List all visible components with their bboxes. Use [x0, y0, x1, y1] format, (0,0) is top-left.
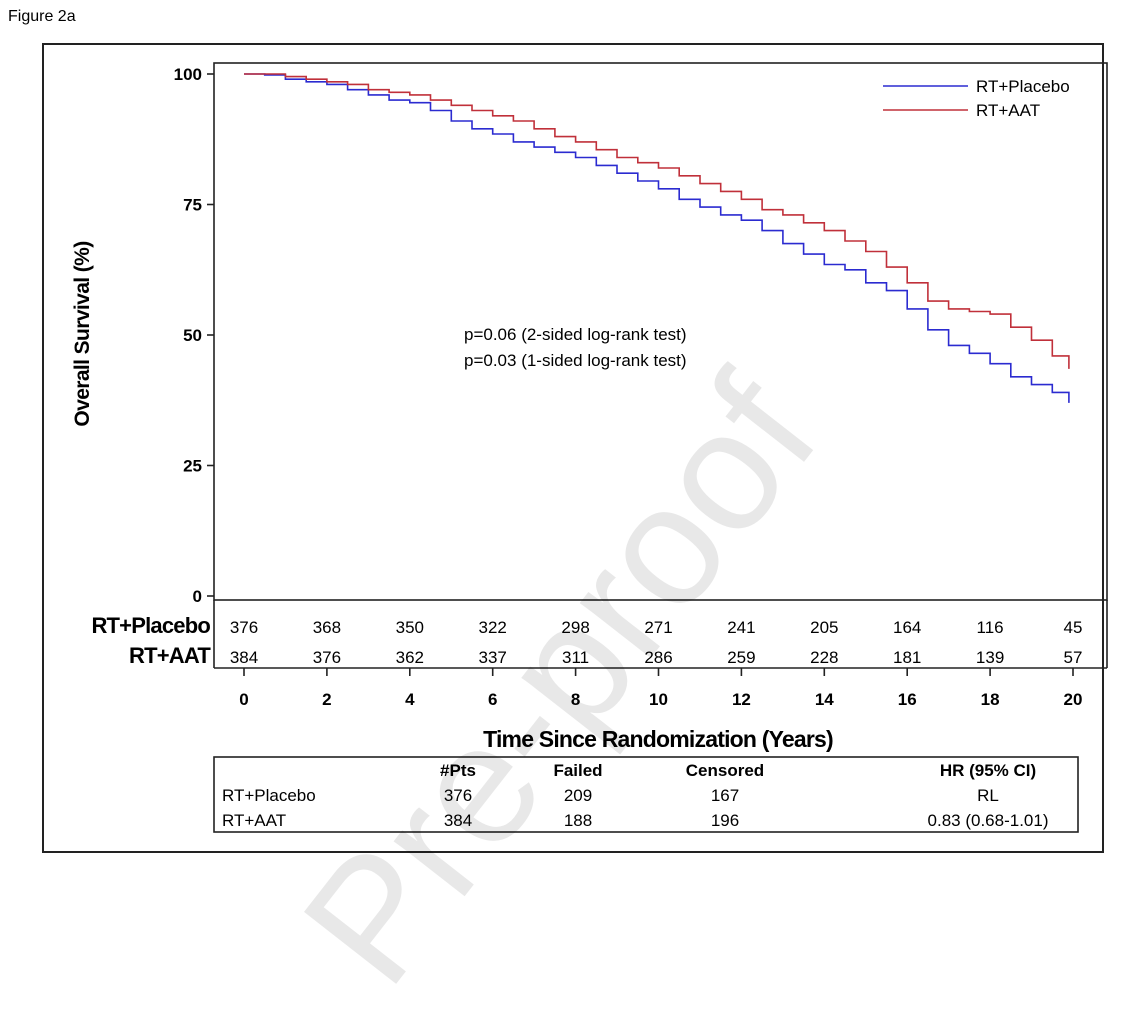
risk-count: 337	[479, 648, 507, 667]
p-value-1sided: p=0.03 (1-sided log-rank test)	[464, 351, 687, 370]
x-tick-label: 14	[815, 690, 834, 709]
risk-count: 116	[977, 618, 1004, 637]
summary-header: HR (95% CI)	[940, 761, 1036, 780]
summary-cell: RL	[977, 786, 999, 805]
y-tick-label: 100	[174, 65, 202, 84]
chart-curves	[244, 73, 1070, 403]
summary-header: #Pts	[440, 761, 476, 780]
risk-count: 376	[230, 618, 258, 637]
figure-label: Figure 2a	[8, 8, 76, 25]
risk-table: RT+Placebo 376 368 350 322 298 271 241 205 164 116…	[91, 600, 1108, 709]
risk-count: 45	[1064, 618, 1083, 637]
risk-count: 286	[644, 648, 672, 667]
risk-count: 298	[561, 618, 589, 637]
summary-cell: 196	[711, 811, 739, 830]
summary-header: Failed	[553, 761, 602, 780]
chart-axes: 0 25 50 75 100	[174, 62, 1108, 606]
summary-cell: 209	[564, 786, 592, 805]
x-tick-label: 2	[322, 690, 331, 709]
summary-table-border	[213, 756, 1079, 833]
y-tick-label: 0	[193, 587, 202, 606]
summary-cell: 376	[444, 786, 472, 805]
x-tick-label: 12	[732, 690, 751, 709]
risk-count: 322	[479, 618, 507, 637]
chart-legend: RT+Placebo RT+AAT	[883, 77, 1070, 120]
risk-count: 241	[727, 618, 755, 637]
x-axis-label: Time Since Randomization (Years)	[483, 726, 833, 752]
risk-row-label: RT+AAT	[129, 643, 211, 668]
summary-cell: 0.83 (0.68-1.01)	[928, 811, 1049, 830]
summary-cell: 167	[711, 786, 739, 805]
x-tick-label: 6	[488, 690, 497, 709]
risk-count: 384	[230, 648, 258, 667]
risk-count: 350	[396, 618, 424, 637]
x-tick-label: 20	[1064, 690, 1083, 709]
risk-count: 164	[893, 618, 921, 637]
risk-count: 139	[976, 648, 1004, 667]
risk-count: 259	[727, 648, 755, 667]
x-tick-label: 8	[571, 690, 580, 709]
risk-count: 376	[313, 648, 341, 667]
risk-count: 271	[644, 618, 672, 637]
y-tick-label: 75	[183, 196, 202, 215]
risk-count: 368	[313, 618, 341, 637]
summary-header: Censored	[686, 761, 764, 780]
risk-count: 228	[810, 648, 838, 667]
summary-cell: 188	[564, 811, 592, 830]
series-line-rt-placebo	[244, 73, 1070, 403]
risk-row-label: RT+Placebo	[91, 613, 210, 638]
series-line-rt-aat	[244, 73, 1070, 369]
x-tick-label: 16	[898, 690, 917, 709]
p-value-2sided: p=0.06 (2-sided log-rank test)	[464, 325, 687, 344]
y-tick-label: 25	[183, 457, 202, 476]
risk-count: 57	[1064, 648, 1083, 667]
legend-label: RT+Placebo	[976, 77, 1070, 96]
legend-label: RT+AAT	[976, 101, 1040, 120]
figure-frame	[42, 43, 1104, 853]
summary-cell: 384	[444, 811, 472, 830]
x-tick-label: 10	[649, 690, 668, 709]
chart-annotation: p=0.06 (2-sided log-rank test) p=0.03 (1…	[464, 325, 687, 370]
summary-row-label: RT+AAT	[222, 811, 286, 830]
x-tick-label: 18	[981, 690, 1000, 709]
summary-table: #Pts Failed Censored HR (95% CI) RT+Placebo 3…	[213, 756, 1079, 833]
plot-area-border	[213, 62, 1108, 601]
risk-count: 311	[562, 648, 589, 667]
x-tick-label: 0	[239, 690, 248, 709]
risk-count: 181	[893, 648, 921, 667]
y-tick-label: 50	[183, 326, 202, 345]
x-tick-label: 4	[405, 690, 415, 709]
risk-count: 205	[810, 618, 838, 637]
y-axis-label: Overall Survival (%)	[71, 241, 94, 426]
risk-count: 362	[396, 648, 424, 667]
summary-row-label: RT+Placebo	[222, 786, 316, 805]
